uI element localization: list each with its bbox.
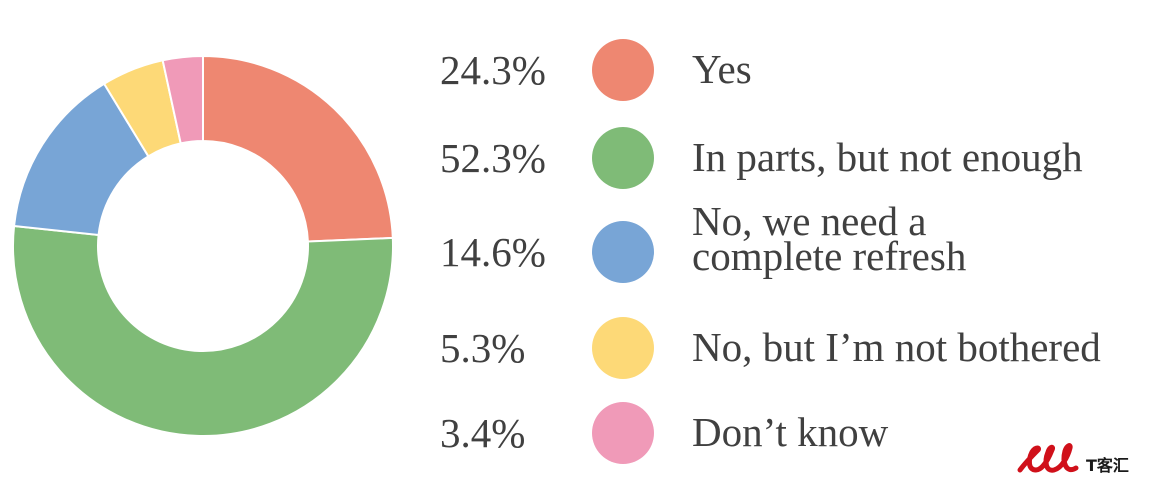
slice-value-label: 52.3% (440, 135, 546, 181)
legend-item-not-bothered: 5.3% No, but I’m not bothered (440, 317, 1160, 379)
legend-swatch (592, 39, 654, 101)
legend-item-complete-refresh: 14.6% No, we need a complete refresh (440, 201, 1160, 283)
legend-swatch (592, 317, 654, 379)
legend-label: No, but I’m not bothered (692, 324, 1101, 370)
slice-value-label: 24.3% (440, 47, 546, 93)
slice-value-label: 14.6% (440, 229, 546, 275)
legend-item-yes: 24.3% Yes (440, 39, 1160, 101)
legend-item-in-parts: 52.3% In parts, but not enough (440, 127, 1160, 189)
slice-value-label: 5.3% (440, 325, 526, 371)
legend-label: In parts, but not enough (692, 134, 1083, 180)
donut-slice-1 (12, 224, 394, 437)
legend-label: Don’t know (692, 409, 889, 455)
legend-label-line: complete refresh (692, 233, 967, 279)
donut-chart (12, 54, 394, 437)
legend-label: Yes (692, 46, 752, 92)
watermark-logo: T客汇 (1014, 440, 1154, 480)
watermark-text: T客汇 (1086, 456, 1129, 475)
logo-icon (1017, 443, 1079, 473)
slice-value-label: 3.4% (440, 410, 526, 456)
donut-slice-4 (161, 54, 204, 145)
legend-swatch (592, 127, 654, 189)
donut-slice-0 (202, 54, 394, 243)
legend-label: No, we need a complete refresh (692, 201, 1162, 277)
legend-swatch (592, 402, 654, 464)
legend-item-dont-know: 3.4% Don’t know (440, 402, 1160, 464)
legend-label-line: No, we need a (692, 198, 927, 244)
legend-swatch (592, 221, 654, 283)
